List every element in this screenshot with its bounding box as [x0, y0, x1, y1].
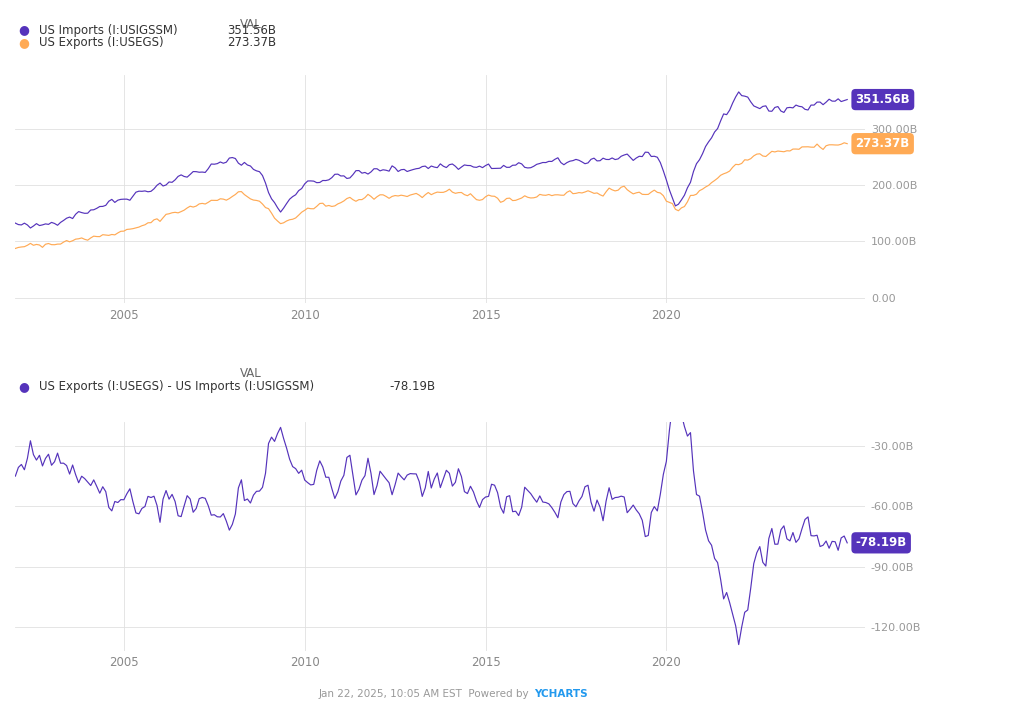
Text: 351.56B: 351.56B	[855, 93, 910, 106]
Text: US Imports (I:USIGSSM): US Imports (I:USIGSSM)	[39, 24, 177, 36]
Text: 273.37B: 273.37B	[227, 36, 276, 49]
Text: 273.37B: 273.37B	[855, 137, 909, 150]
Text: US Exports (I:USEGS): US Exports (I:USEGS)	[39, 36, 164, 49]
Text: ●: ●	[18, 380, 30, 393]
Text: -78.19B: -78.19B	[855, 536, 907, 549]
Text: VAL: VAL	[240, 18, 262, 31]
Text: Jan 22, 2025, 10:05 AM EST  Powered by: Jan 22, 2025, 10:05 AM EST Powered by	[318, 689, 532, 699]
Text: ●: ●	[18, 24, 30, 36]
Text: ●: ●	[18, 36, 30, 49]
Text: 351.56B: 351.56B	[227, 24, 276, 36]
Text: US Exports (I:USEGS) - US Imports (I:USIGSSM): US Exports (I:USEGS) - US Imports (I:USI…	[39, 380, 314, 393]
Text: YCHARTS: YCHARTS	[535, 689, 588, 699]
Text: VAL: VAL	[240, 367, 262, 380]
Text: -78.19B: -78.19B	[389, 380, 435, 393]
